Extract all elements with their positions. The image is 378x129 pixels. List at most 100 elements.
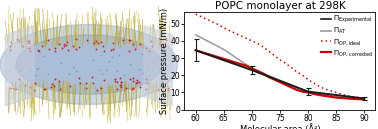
X-axis label: Molecular area (Å²): Molecular area (Å²) <box>240 124 320 129</box>
Point <box>89 76 95 78</box>
Point <box>90 59 96 61</box>
Point <box>59 62 65 64</box>
Point <box>70 45 76 47</box>
Point <box>64 44 70 46</box>
Point <box>39 45 45 47</box>
Point <box>130 77 136 79</box>
Point <box>33 82 39 84</box>
Point <box>112 80 118 82</box>
Point <box>118 84 124 86</box>
Point <box>143 47 149 49</box>
Point <box>110 47 116 50</box>
Point <box>164 87 170 89</box>
Point <box>96 42 102 44</box>
Point <box>127 63 133 65</box>
Point <box>98 87 104 89</box>
Legend: $\Pi_\mathregular{Experimental}$, $\Pi_\mathregular{AT}$, $\Pi_\mathregular{OP,\: $\Pi_\mathregular{Experimental}$, $\Pi_\… <box>320 13 374 59</box>
Point <box>93 48 99 50</box>
Point <box>118 86 124 88</box>
Point <box>14 38 20 40</box>
Point <box>161 46 167 48</box>
Point <box>65 49 71 51</box>
Point <box>33 74 39 76</box>
Point <box>130 87 136 89</box>
Point <box>12 66 18 68</box>
Ellipse shape <box>0 25 178 104</box>
Point <box>101 79 107 81</box>
Point <box>133 82 139 84</box>
Point <box>106 60 112 62</box>
Point <box>61 45 67 47</box>
Point <box>114 81 120 83</box>
Point <box>118 81 124 83</box>
Point <box>96 69 102 71</box>
Point <box>121 74 127 76</box>
Point <box>83 82 89 84</box>
Point <box>41 55 47 57</box>
Point <box>76 46 82 48</box>
Point <box>148 40 154 42</box>
Point <box>144 82 150 84</box>
Point <box>100 45 106 47</box>
Y-axis label: Surface pressure (mN/m): Surface pressure (mN/m) <box>160 8 169 114</box>
Point <box>126 50 132 52</box>
Point <box>108 49 115 51</box>
Point <box>130 80 136 82</box>
Point <box>65 73 71 75</box>
Point <box>155 89 161 91</box>
Point <box>11 88 17 90</box>
Point <box>94 89 101 91</box>
Polygon shape <box>144 26 172 106</box>
Point <box>77 82 83 84</box>
Point <box>49 82 55 84</box>
Point <box>143 88 149 90</box>
Point <box>59 47 65 49</box>
Point <box>98 54 104 56</box>
Point <box>65 41 71 43</box>
Point <box>136 68 143 70</box>
Point <box>103 69 109 71</box>
Point <box>127 39 133 41</box>
Point <box>7 49 13 51</box>
Point <box>27 70 33 72</box>
Point <box>134 81 140 83</box>
Point <box>91 42 97 44</box>
Point <box>164 89 170 91</box>
Point <box>127 78 133 80</box>
Point <box>45 39 51 41</box>
Point <box>26 40 32 42</box>
Point <box>67 85 73 87</box>
Polygon shape <box>5 26 34 106</box>
Point <box>84 39 90 41</box>
Point <box>115 70 121 72</box>
Point <box>25 40 31 42</box>
Point <box>99 72 105 75</box>
Point <box>110 42 116 44</box>
Title: POPC monolayer at 298K: POPC monolayer at 298K <box>215 1 345 11</box>
Point <box>17 69 23 71</box>
Point <box>143 78 149 80</box>
Point <box>150 61 156 63</box>
Point <box>56 43 62 45</box>
Point <box>73 38 79 40</box>
Point <box>122 87 129 89</box>
Point <box>120 39 126 41</box>
Point <box>12 88 19 90</box>
Point <box>159 81 165 83</box>
Point <box>129 88 135 90</box>
Point <box>46 48 52 50</box>
Point <box>42 88 48 90</box>
Point <box>26 47 32 49</box>
Point <box>36 50 42 52</box>
Point <box>73 70 79 72</box>
Point <box>20 45 26 47</box>
Point <box>83 87 89 89</box>
Point <box>73 48 79 50</box>
Point <box>116 54 122 56</box>
Point <box>161 42 167 44</box>
Point <box>35 67 41 69</box>
Point <box>149 45 155 47</box>
Point <box>48 86 54 88</box>
Point <box>144 66 150 68</box>
Point <box>56 88 62 91</box>
